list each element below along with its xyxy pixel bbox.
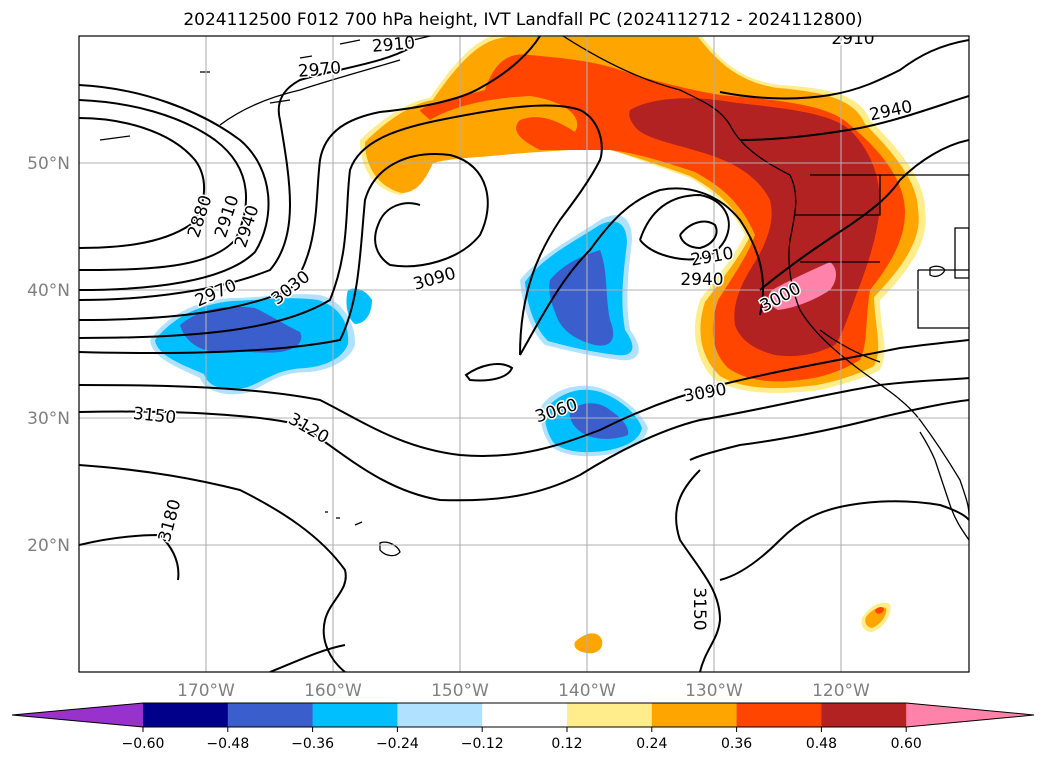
blue-south-dark (569, 403, 629, 439)
ivt-shade-0.60 (768, 262, 836, 310)
longitude-labels: 170°W 160°W 150°W 140°W 130°W 120°W (177, 681, 870, 701)
contour-label: 2910 (831, 29, 874, 49)
colorbar-extend-high (906, 703, 1034, 727)
negative-ivt-shading (150, 215, 648, 457)
colorbar-tick-label: −0.24 (376, 736, 419, 752)
lon-label: 160°W (304, 681, 362, 701)
colorbar-tick-label: 0.48 (806, 736, 837, 752)
lat-label: 20°N (27, 536, 70, 556)
figure-title: 2024112500 F012 700 hPa height, IVT Land… (183, 10, 862, 30)
colorbar-segment (482, 703, 568, 727)
colorbar-tick-label: 0.12 (551, 736, 582, 752)
lon-label: 120°W (812, 681, 870, 701)
lat-label: 50°N (27, 154, 70, 174)
contour-label: 2910 (371, 33, 416, 57)
lon-label: 170°W (177, 681, 235, 701)
blue-central-dark (549, 250, 614, 346)
colorbar-segment (312, 703, 398, 727)
colorbar-extend-low (12, 703, 143, 727)
contour-label: 2970 (297, 58, 342, 82)
colorbar: −0.60 −0.48 −0.36 −0.24 −0.12 0.12 0.24 0.36 0.4… (11, 702, 1035, 752)
colorbar-segment (736, 703, 822, 727)
contour-label: 2940 (680, 270, 723, 290)
lat-label: 40°N (27, 281, 70, 301)
colorbar-tick-label: −0.60 (122, 736, 165, 752)
contour-label: 3150 (689, 587, 709, 630)
colorbar-segment (651, 703, 738, 727)
colorbar-tick-label: 0.24 (636, 736, 667, 752)
colorbar-tick-label: −0.12 (461, 736, 504, 752)
gridlines (79, 36, 969, 672)
colorbar-segment (397, 703, 483, 727)
colorbar-tick-label: 0.60 (891, 736, 922, 752)
ivt-shade-small-north (574, 633, 603, 654)
height-contours (79, 36, 969, 672)
colorbar-segment (567, 703, 653, 727)
lat-label: 30°N (27, 409, 70, 429)
map-frame (78, 35, 970, 673)
colorbar-segment (821, 703, 907, 727)
lon-label: 130°W (685, 681, 743, 701)
colorbar-segment (227, 703, 314, 727)
lon-label: 140°W (558, 681, 616, 701)
colorbar-segment (143, 703, 229, 727)
lon-label: 150°W (431, 681, 489, 701)
colorbar-tick-label: 0.36 (721, 736, 752, 752)
map-panel: 2910 2910 2970 2940 2880 2910 2940 2970 … (79, 29, 969, 672)
colorbar-tick-label: −0.48 (206, 736, 249, 752)
latitude-labels: 50°N 40°N 30°N 20°N (27, 154, 70, 556)
colorbar-tick-label: −0.36 (291, 736, 334, 752)
